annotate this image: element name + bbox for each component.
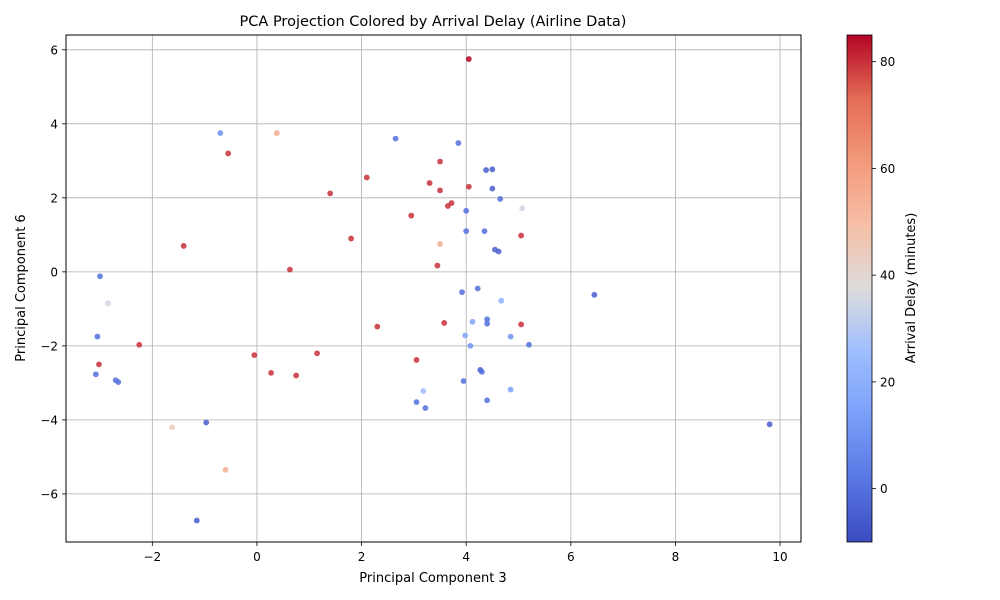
data-point xyxy=(507,333,514,340)
data-point xyxy=(489,185,496,192)
data-point xyxy=(217,130,224,136)
plot-frame xyxy=(65,34,802,543)
data-point xyxy=(426,180,433,186)
data-point xyxy=(495,248,502,255)
data-point xyxy=(591,291,598,298)
data-point xyxy=(115,379,122,386)
data-point xyxy=(97,273,103,280)
data-point xyxy=(374,323,381,330)
data-point xyxy=(268,369,274,376)
data-point xyxy=(469,318,476,325)
chart-title: PCA Projection Colored by Arrival Delay … xyxy=(240,14,627,30)
data-point xyxy=(459,289,465,296)
data-point xyxy=(484,316,491,323)
x-tick-label: 2 xyxy=(358,550,366,564)
data-point xyxy=(225,150,232,157)
data-point xyxy=(293,372,300,379)
data-point xyxy=(437,158,443,165)
data-point xyxy=(104,300,111,307)
data-point xyxy=(489,166,496,173)
data-point xyxy=(94,333,101,340)
colorbar-tick-label: 80 xyxy=(880,55,895,69)
data-point xyxy=(180,243,187,249)
x-tick-label: 4 xyxy=(462,550,470,564)
data-point xyxy=(222,466,229,473)
data-point xyxy=(348,235,355,242)
y-tick-label: 6 xyxy=(50,43,58,57)
data-point xyxy=(455,140,462,146)
y-axis-ticks: −6 −4 −2 0 2 4 6 xyxy=(40,43,66,501)
data-point xyxy=(465,56,472,62)
data-point xyxy=(444,203,451,209)
colorbar-tick-label: 40 xyxy=(880,269,895,283)
colorbar-ticks: 0 20 40 60 80 xyxy=(872,55,895,496)
y-tick-label: −2 xyxy=(40,339,58,353)
x-axis-ticks: −2 0 2 4 6 8 10 xyxy=(143,542,788,564)
data-point xyxy=(422,405,429,411)
data-point xyxy=(169,424,176,431)
data-point xyxy=(518,232,525,239)
x-tick-label: −2 xyxy=(143,550,161,564)
data-point xyxy=(498,297,505,304)
data-point xyxy=(434,262,441,269)
data-point xyxy=(518,321,525,328)
data-point xyxy=(273,130,280,136)
x-tick-label: 0 xyxy=(253,550,261,564)
data-point xyxy=(484,320,491,327)
data-point xyxy=(136,341,143,348)
x-tick-label: 8 xyxy=(672,550,680,564)
y-tick-label: −6 xyxy=(40,487,58,501)
x-tick-label: 10 xyxy=(772,550,787,564)
data-point xyxy=(483,167,489,173)
data-point xyxy=(441,320,448,326)
y-tick-label: 4 xyxy=(50,117,58,131)
data-point xyxy=(203,419,210,426)
x-tick-label: 6 xyxy=(567,550,575,564)
data-point xyxy=(463,228,470,235)
data-point xyxy=(465,183,472,190)
data-point xyxy=(314,350,321,357)
colorbar xyxy=(846,34,873,543)
data-point xyxy=(526,341,532,348)
data-point xyxy=(413,357,420,363)
data-point xyxy=(408,212,415,219)
data-point xyxy=(437,187,443,194)
y-tick-label: 2 xyxy=(50,191,58,205)
data-point xyxy=(463,207,470,214)
data-point xyxy=(251,352,258,359)
y-tick-label: 0 xyxy=(50,265,58,279)
y-tick-label: −4 xyxy=(40,413,58,427)
colorbar-label: Arrival Delay (minutes) xyxy=(904,213,919,364)
data-point xyxy=(420,388,427,394)
data-point xyxy=(474,285,481,292)
data-points xyxy=(92,56,773,524)
data-point xyxy=(437,241,443,247)
data-point xyxy=(478,368,485,375)
data-point xyxy=(507,386,514,393)
data-point xyxy=(519,205,526,212)
colorbar-tick-label: 0 xyxy=(880,482,888,496)
data-point xyxy=(766,421,773,428)
data-point xyxy=(481,228,488,235)
data-point xyxy=(287,266,293,273)
data-point xyxy=(327,190,334,197)
data-point xyxy=(92,371,99,378)
data-point xyxy=(363,174,370,181)
data-point xyxy=(413,399,420,406)
data-point xyxy=(392,135,399,142)
data-point xyxy=(467,342,474,349)
colorbar-tick-label: 20 xyxy=(880,375,895,389)
grid-lines xyxy=(66,35,801,542)
data-point xyxy=(193,517,200,524)
y-axis-label: Principal Component 6 xyxy=(14,214,29,361)
x-axis-label: Principal Component 3 xyxy=(359,571,506,586)
data-point xyxy=(484,397,491,404)
data-point xyxy=(462,332,469,339)
data-point xyxy=(96,361,102,368)
data-point xyxy=(497,196,504,202)
colorbar-tick-label: 60 xyxy=(880,162,895,176)
data-point xyxy=(460,378,467,384)
